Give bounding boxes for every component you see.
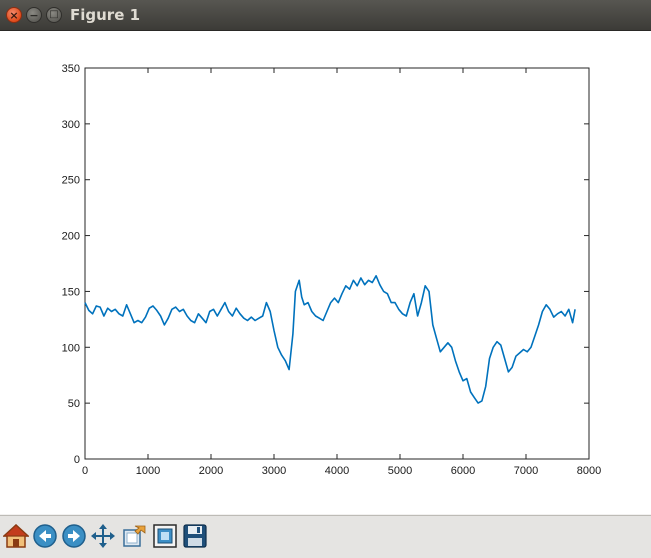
- maximize-icon: □: [49, 9, 59, 20]
- zoom-rect-icon: [123, 525, 146, 547]
- y-tick-label: 0: [74, 454, 80, 466]
- line-chart: 0 1000 2000 3000 4000 5000 6000 7000 8000 0 50 100…: [62, 63, 602, 477]
- floppy-disk-icon: [183, 524, 207, 548]
- x-tick-label: 2000: [199, 465, 223, 477]
- forward-button[interactable]: [60, 522, 88, 550]
- series-group: [84, 275, 576, 404]
- y-tick-label: 150: [62, 286, 80, 298]
- x-tick-label: 1000: [136, 465, 160, 477]
- x-tick-label: 5000: [388, 465, 412, 477]
- series-line: [84, 275, 576, 404]
- x-tick-label: 4000: [325, 465, 349, 477]
- window-close-button[interactable]: ×: [6, 7, 22, 23]
- y-tick-label: 200: [62, 231, 80, 243]
- y-tick-label: 350: [62, 63, 80, 75]
- back-arrow-icon: [33, 524, 57, 548]
- figure-canvas: 0 1000 2000 3000 4000 5000 6000 7000 8000 0 50 100…: [0, 31, 651, 514]
- save-button[interactable]: [181, 522, 209, 550]
- window-title: Figure 1: [70, 6, 141, 24]
- y-tick-label: 250: [62, 175, 80, 187]
- x-tick-label: 3000: [262, 465, 286, 477]
- pan-button[interactable]: [89, 522, 117, 550]
- y-tick-label: 50: [68, 398, 80, 410]
- y-ticks: 0 50 100 150 200 250 300 350: [62, 63, 589, 466]
- close-icon: ×: [9, 8, 19, 22]
- y-tick-label: 300: [62, 119, 80, 131]
- window-titlebar: × − □ Figure 1: [0, 0, 651, 31]
- subplots-icon: [153, 524, 177, 548]
- back-button[interactable]: [31, 522, 59, 550]
- forward-arrow-icon: [62, 524, 86, 548]
- pan-arrows-icon: [91, 524, 115, 548]
- home-button[interactable]: [2, 522, 30, 550]
- window-minimize-button[interactable]: −: [26, 7, 42, 23]
- navigation-toolbar: [0, 515, 651, 558]
- minimize-icon: −: [29, 8, 39, 22]
- y-tick-label: 100: [62, 342, 80, 354]
- axes-box: [84, 67, 590, 460]
- zoom-button[interactable]: [120, 522, 148, 550]
- x-tick-label: 6000: [451, 465, 475, 477]
- home-icon: [3, 523, 29, 548]
- x-tick-label: 0: [82, 465, 88, 477]
- x-tick-label: 8000: [577, 465, 601, 477]
- x-ticks: 0 1000 2000 3000 4000 5000 6000 7000 8000: [82, 68, 601, 477]
- x-tick-label: 7000: [514, 465, 538, 477]
- window-maximize-button[interactable]: □: [46, 7, 62, 23]
- subplots-button[interactable]: [151, 522, 179, 550]
